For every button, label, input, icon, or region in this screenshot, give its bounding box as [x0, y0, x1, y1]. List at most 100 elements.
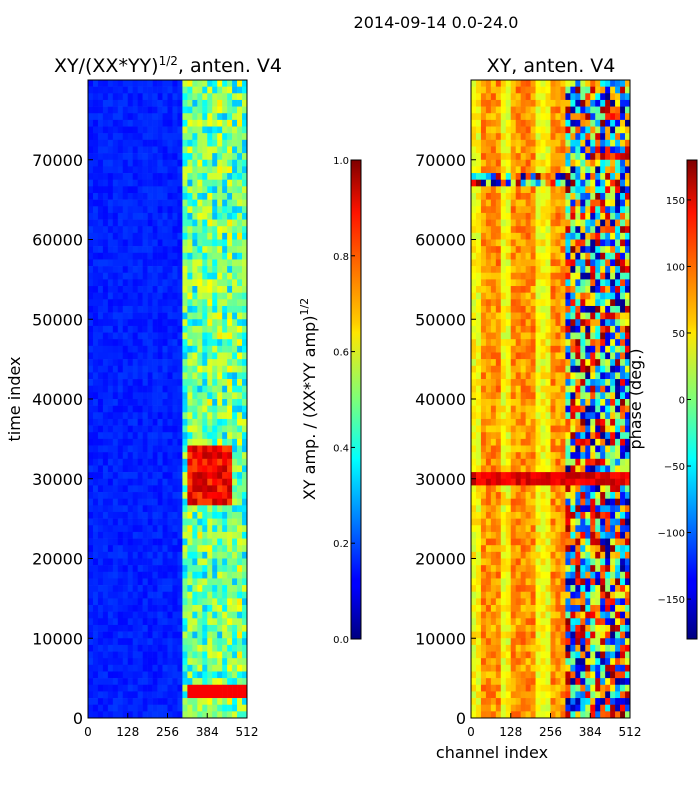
- heatmap-cell: [545, 405, 551, 413]
- heatmap-cell: [242, 352, 247, 360]
- heatmap-cell: [167, 631, 173, 639]
- heatmap-cell: [207, 498, 213, 506]
- heatmap-cell: [147, 618, 153, 626]
- heatmap-cell: [242, 186, 247, 194]
- heatmap-cell: [485, 458, 492, 466]
- heatmap-cell: [197, 525, 203, 533]
- heatmap-cell: [107, 153, 114, 161]
- heatmap-cell: [510, 332, 517, 340]
- heatmap-cell: [122, 438, 129, 446]
- heatmap-cell: [222, 558, 228, 566]
- heatmap-cell: [525, 239, 531, 247]
- heatmap-cell: [187, 286, 193, 293]
- heatmap-cell: [540, 186, 546, 194]
- heatmap-cell: [237, 545, 243, 553]
- heatmap-cell: [182, 93, 188, 101]
- heatmap-cell: [97, 571, 104, 579]
- heatmap-cell: [192, 119, 198, 127]
- heatmap-cell: [132, 545, 138, 553]
- heatmap-cell: [192, 232, 198, 240]
- heatmap-cell: [610, 206, 616, 214]
- heatmap-cell: [107, 226, 114, 234]
- heatmap-cell: [242, 611, 247, 619]
- heatmap-cell: [485, 139, 492, 147]
- heatmap-cell: [525, 418, 531, 426]
- heatmap-cell: [490, 139, 497, 147]
- heatmap-cell: [97, 684, 104, 692]
- heatmap-cell: [147, 272, 153, 280]
- heatmap-cell: [152, 452, 158, 460]
- heatmap-cell: [88, 571, 94, 579]
- heatmap-cell: [187, 119, 193, 127]
- heatmap-cell: [585, 133, 591, 141]
- heatmap-cell: [132, 339, 138, 347]
- heatmap-cell: [112, 445, 119, 453]
- heatmap-cell: [162, 591, 168, 599]
- heatmap-cell: [142, 445, 148, 453]
- heatmap-cell: [217, 325, 223, 333]
- heatmap-cell: [540, 133, 546, 141]
- heatmap-cell: [510, 146, 517, 154]
- heatmap-cell: [490, 432, 497, 440]
- heatmap-cell: [117, 565, 124, 573]
- heatmap-cell: [152, 671, 158, 679]
- heatmap-cell: [530, 305, 536, 313]
- heatmap-cell: [88, 585, 94, 593]
- heatmap-cell: [117, 638, 124, 646]
- heatmap-cell: [127, 638, 134, 646]
- heatmap-cell: [575, 292, 581, 300]
- heatmap-cell: [217, 212, 223, 220]
- heatmap-cell: [232, 578, 238, 586]
- heatmap-cell: [132, 485, 138, 493]
- heatmap-cell: [580, 405, 586, 413]
- heatmap-cell: [92, 119, 99, 127]
- heatmap-cell: [137, 452, 143, 460]
- heatmap-cell: [620, 192, 626, 200]
- heatmap-cell: [590, 192, 596, 200]
- heatmap-cell: [625, 219, 630, 227]
- heatmap-cell: [580, 159, 586, 167]
- heatmap-cell: [227, 392, 233, 400]
- heatmap-cell: [97, 631, 104, 639]
- heatmap-cell: [515, 385, 521, 393]
- heatmap-cell: [520, 246, 526, 254]
- heatmap-cell: [147, 305, 153, 313]
- heatmap-cell: [505, 372, 512, 380]
- heatmap-cell: [605, 292, 611, 300]
- heatmap-cell: [202, 438, 208, 446]
- heatmap-cell: [142, 319, 148, 327]
- heatmap-cell: [505, 319, 512, 327]
- heatmap-cell: [237, 99, 243, 107]
- heatmap-cell: [182, 312, 188, 320]
- heatmap-cell: [147, 551, 153, 559]
- heatmap-cell: [127, 113, 134, 121]
- heatmap-cell: [117, 80, 124, 87]
- heatmap-cell: [595, 106, 601, 114]
- heatmap-cell: [590, 206, 596, 214]
- heatmap-cell: [222, 292, 228, 300]
- heatmap-cell: [137, 93, 143, 101]
- heatmap-cell: [157, 159, 163, 167]
- heatmap-cell: [207, 332, 213, 340]
- heatmap-cell: [127, 651, 134, 659]
- heatmap-cell: [177, 173, 183, 180]
- heatmap-cell: [102, 86, 109, 94]
- heatmap-cell: [242, 452, 247, 460]
- heatmap-cell: [202, 299, 208, 307]
- heatmap-cell: [182, 418, 188, 426]
- heatmap-cell: [102, 518, 109, 526]
- heatmap-cell: [520, 80, 526, 87]
- heatmap-cell: [585, 252, 591, 260]
- heatmap-cell: [222, 691, 228, 699]
- heatmap-cell: [530, 126, 536, 134]
- heatmap-cell: [88, 485, 94, 493]
- heatmap-cell: [162, 638, 168, 646]
- heatmap-cell: [237, 565, 243, 573]
- heatmap-cell: [485, 445, 492, 453]
- heatmap-cell: [590, 119, 596, 127]
- heatmap-cell: [132, 119, 138, 127]
- heatmap-cell: [157, 206, 163, 214]
- heatmap-cell: [207, 139, 213, 147]
- heatmap-cell: [570, 359, 576, 367]
- heatmap-cell: [575, 345, 581, 353]
